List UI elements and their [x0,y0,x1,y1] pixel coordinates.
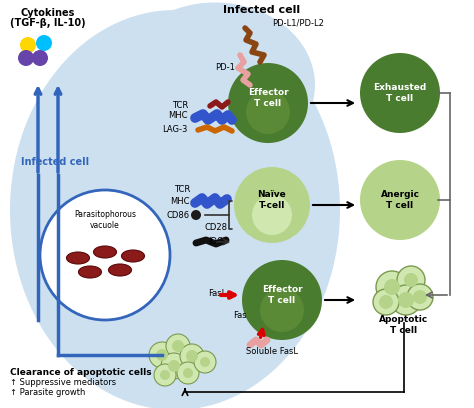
Ellipse shape [66,252,90,264]
Circle shape [20,37,36,53]
Circle shape [161,353,187,379]
Text: ↑ Parasite growth: ↑ Parasite growth [10,388,85,397]
Circle shape [168,360,180,372]
Circle shape [40,190,170,320]
Text: PD-1: PD-1 [215,64,235,73]
Circle shape [194,351,216,373]
Circle shape [234,167,310,243]
Circle shape [391,285,421,315]
Text: CD28: CD28 [205,224,228,233]
Circle shape [360,160,440,240]
Text: Soluble FasL: Soluble FasL [246,348,298,357]
Circle shape [397,266,425,294]
Text: FasL: FasL [208,288,226,297]
Circle shape [413,290,427,304]
Text: Infected cell: Infected cell [21,157,89,167]
Text: Infected cell: Infected cell [223,5,301,15]
Circle shape [154,364,176,386]
Text: PD-L1/PD-L2: PD-L1/PD-L2 [272,19,324,28]
Text: Clearance of apoptotic cells: Clearance of apoptotic cells [10,368,152,377]
Ellipse shape [109,264,131,276]
Circle shape [172,340,184,352]
Text: Effector
T cell: Effector T cell [248,88,288,108]
Text: TCR: TCR [172,100,188,109]
Circle shape [246,90,290,134]
Circle shape [186,350,198,362]
Ellipse shape [115,2,315,168]
Text: Exhausted
T cell: Exhausted T cell [374,83,427,103]
Circle shape [360,53,440,133]
Text: (TGF-β, IL-10): (TGF-β, IL-10) [10,18,86,28]
Circle shape [180,344,204,368]
Circle shape [260,288,304,332]
Text: Parasitophorous
vacuole: Parasitophorous vacuole [74,210,136,230]
Circle shape [183,368,193,378]
Circle shape [407,284,433,310]
Text: Naïve
T-cell: Naïve T-cell [258,190,286,210]
Text: TCR: TCR [174,186,190,195]
Ellipse shape [121,250,145,262]
Circle shape [149,342,175,368]
Text: Fas: Fas [233,311,247,321]
Circle shape [242,260,322,340]
Circle shape [376,271,408,303]
Text: CD86: CD86 [167,211,190,220]
Circle shape [379,295,393,309]
Circle shape [18,50,34,66]
Circle shape [228,63,308,143]
Text: ↑ Suppressive mediators: ↑ Suppressive mediators [10,378,116,387]
Text: MHC: MHC [168,111,188,120]
Ellipse shape [10,10,340,408]
Ellipse shape [93,246,117,258]
Text: LAG-3: LAG-3 [163,126,188,135]
Text: IDO: IDO [208,237,224,246]
Text: Apoptotic
T cell: Apoptotic T cell [379,315,428,335]
Circle shape [252,195,292,235]
Circle shape [384,279,400,295]
Circle shape [191,210,201,220]
Text: Anergic
T cell: Anergic T cell [381,190,419,210]
Circle shape [160,370,170,380]
Circle shape [200,357,210,367]
Circle shape [156,349,168,361]
Circle shape [404,273,418,287]
Text: Cytokines: Cytokines [21,8,75,18]
Circle shape [166,334,190,358]
Circle shape [32,50,48,66]
Circle shape [177,362,199,384]
Circle shape [398,292,414,308]
Text: MHC: MHC [171,197,190,206]
Circle shape [36,35,52,51]
Ellipse shape [79,266,101,278]
Circle shape [373,289,399,315]
Text: Effector
T cell: Effector T cell [262,285,302,305]
